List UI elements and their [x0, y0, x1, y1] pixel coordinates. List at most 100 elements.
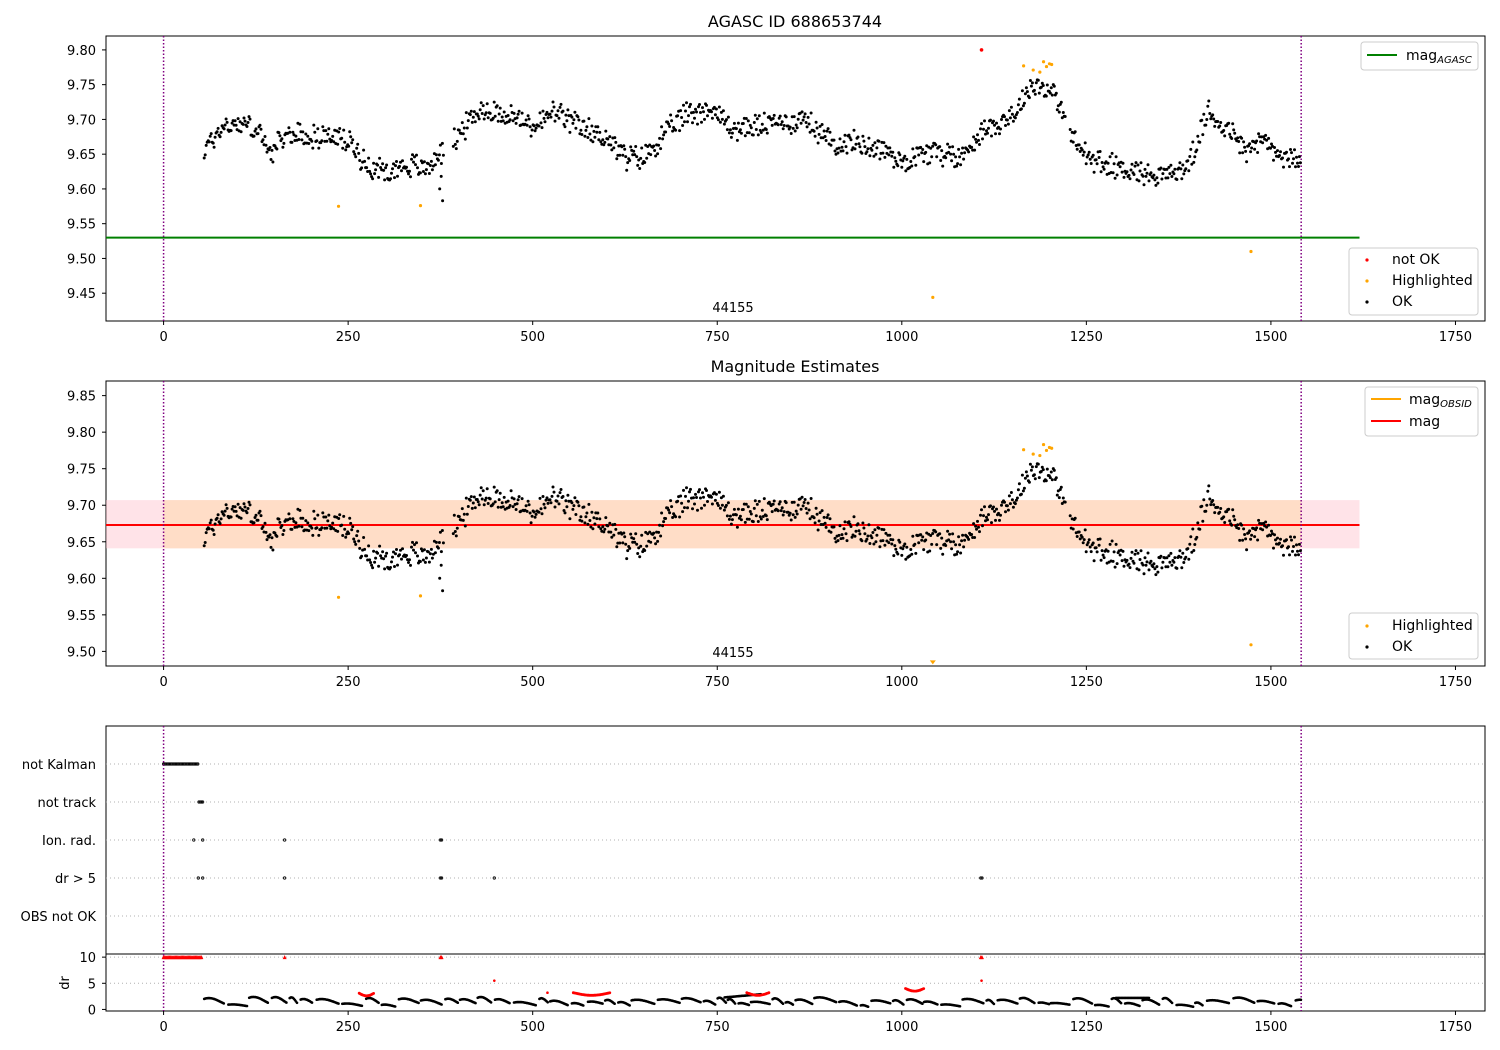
ok-point: [878, 157, 882, 161]
dr-ytick-label: 0: [88, 1003, 96, 1018]
ok-point: [950, 159, 954, 163]
ok-point: [845, 539, 849, 543]
ok-point: [875, 533, 879, 537]
ok-point: [941, 552, 945, 556]
dr-point: [1119, 1001, 1123, 1005]
ok-point: [800, 495, 804, 499]
agasc-xtick-label: 1500: [1254, 330, 1287, 345]
dr-axis-label: dr: [58, 976, 73, 990]
ok-point: [1023, 92, 1027, 96]
highlighted-clipped-point: [929, 660, 936, 665]
ok-point: [1138, 169, 1142, 173]
ok-point: [610, 535, 614, 539]
ok-point: [596, 125, 600, 129]
ok-point: [940, 149, 944, 153]
ok-point: [300, 138, 304, 142]
ok-point: [336, 142, 340, 146]
ok-point: [354, 155, 358, 159]
ok-point: [218, 135, 222, 139]
ok-point: [1189, 147, 1193, 151]
ok-point: [1265, 525, 1269, 529]
ok-point: [219, 130, 223, 134]
ok-point: [1297, 165, 1300, 168]
ok-point: [726, 501, 730, 505]
ok-point: [796, 117, 800, 121]
ok-point: [526, 499, 530, 503]
ok-point: [881, 539, 885, 543]
ok-point: [967, 150, 971, 154]
dr-xtick-label: 250: [336, 1020, 361, 1035]
ok-point: [1291, 549, 1294, 553]
ok-point: [669, 113, 673, 117]
ok-point: [1077, 143, 1081, 147]
dr-point: [440, 1003, 443, 1006]
ok-point: [980, 508, 983, 512]
ok-point: [1120, 559, 1124, 563]
ok-point: [438, 187, 442, 191]
ok-point: [972, 522, 976, 526]
ok-point: [756, 133, 760, 137]
ok-point: [671, 516, 675, 519]
ok-point: [541, 495, 545, 498]
ok-point: [288, 130, 292, 134]
ok-point: [706, 500, 709, 503]
ok-point: [558, 491, 562, 495]
ok-point: [394, 552, 397, 556]
ok-point: [465, 512, 469, 516]
ok-point: [530, 128, 534, 132]
ok-point: [905, 157, 909, 161]
ok-point: [410, 157, 413, 161]
ok-point: [982, 127, 985, 131]
estimates-axes-frame: [105, 380, 1486, 667]
ok-point: [233, 505, 237, 509]
ok-point: [1273, 146, 1276, 149]
agasc-panel-title: AGASC ID 688653744: [708, 12, 882, 31]
ok-point: [413, 155, 416, 159]
ok-point: [985, 515, 988, 519]
ok-point: [1125, 558, 1129, 562]
ok-point: [800, 110, 804, 114]
ok-point: [1019, 107, 1023, 111]
ok-point: [632, 149, 636, 153]
ok-point: [207, 140, 211, 144]
dr-point: [1033, 1001, 1036, 1005]
ok-point: [468, 113, 472, 117]
ok-point: [1125, 170, 1129, 174]
ok-point: [1216, 120, 1220, 123]
ok-point: [461, 518, 465, 522]
ok-point: [439, 174, 443, 178]
ok-point: [792, 500, 796, 504]
ok-point: [1141, 563, 1145, 567]
ok-point: [1024, 470, 1028, 474]
ok-point: [857, 529, 861, 533]
ok-point: [1243, 145, 1247, 149]
ok-point: [342, 514, 346, 518]
ok-point: [441, 153, 445, 157]
ok-point: [1034, 81, 1038, 85]
ok-point: [300, 525, 304, 529]
ok-point: [362, 148, 366, 152]
ok-point: [779, 123, 783, 126]
ok-point: [959, 551, 963, 555]
ok-point: [1155, 176, 1159, 180]
ok-point: [347, 144, 351, 148]
ok-point: [1159, 554, 1163, 558]
ok-point: [716, 504, 720, 507]
ok-point: [1101, 165, 1105, 169]
ok-point: [684, 494, 687, 498]
ok-point: [917, 153, 921, 157]
estimates-xtick-label: 0: [159, 675, 167, 690]
ok-point: [1041, 84, 1045, 87]
ok-point: [849, 525, 853, 528]
ok-point: [595, 130, 599, 134]
ok-point: [840, 145, 844, 149]
ok-point: [722, 122, 726, 126]
ok-point: [685, 486, 688, 490]
ok-point: [946, 529, 950, 533]
dr-red-point: [980, 979, 983, 982]
ok-point: [752, 121, 756, 124]
ok-point: [589, 525, 593, 529]
ok-point: [956, 550, 960, 554]
ok-point: [327, 127, 331, 131]
ok-point: [326, 132, 330, 136]
